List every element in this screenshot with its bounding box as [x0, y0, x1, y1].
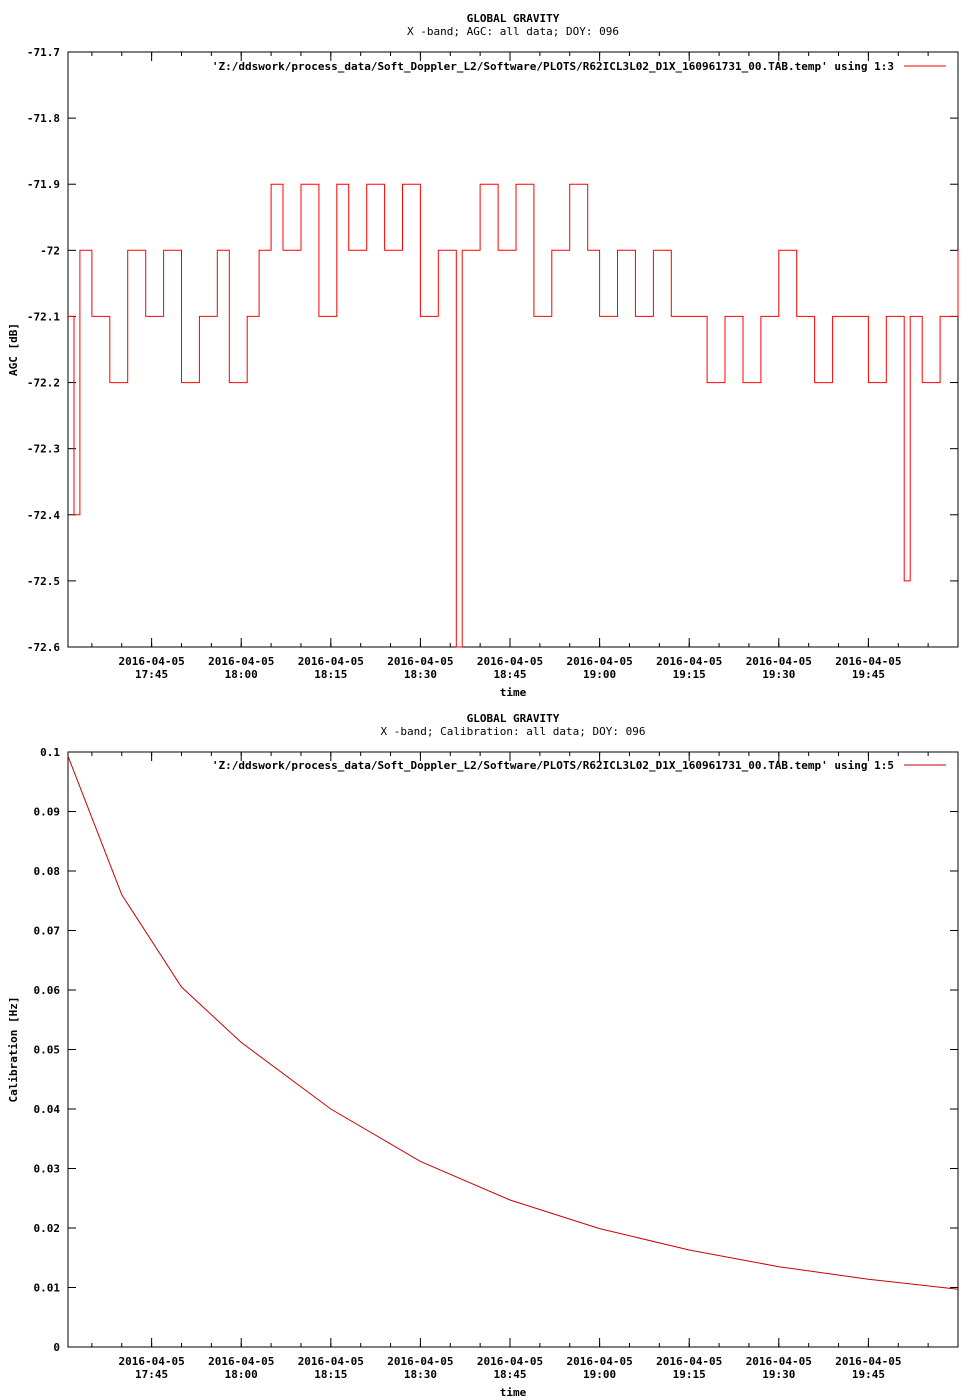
y-tick-label: 0.03: [34, 1163, 61, 1176]
plot-frame: [67, 751, 959, 1348]
y-tick-label: -72.5: [27, 575, 60, 588]
y-tick-label: -71.9: [27, 178, 60, 191]
x-tick-date: 2016-04-05: [387, 1355, 453, 1368]
x-tick-time: 17:45: [135, 668, 168, 681]
y-tick-label: -72: [40, 244, 60, 257]
x-tick-time: 19:30: [762, 668, 795, 681]
y-tick-label: 0.07: [34, 925, 61, 938]
x-tick-date: 2016-04-05: [746, 1355, 812, 1368]
y-tick-label: -71.8: [27, 112, 60, 125]
x-tick-date: 2016-04-05: [298, 1355, 364, 1368]
y-tick-label: 0.01: [34, 1282, 61, 1295]
x-tick-date: 2016-04-05: [208, 655, 274, 668]
y-tick-label: 0.1: [40, 746, 60, 759]
y-tick-label: -72.4: [27, 509, 60, 522]
legend-label: 'Z:/ddswork/process_data/Soft_Doppler_L2…: [212, 759, 894, 772]
y-tick-label: 0.08: [34, 865, 61, 878]
y-tick-label: -72.3: [27, 443, 60, 456]
chart-subtitle: X -band; AGC: all data; DOY: 096: [407, 25, 619, 38]
x-tick-date: 2016-04-05: [208, 1355, 274, 1368]
x-axis-label: time: [500, 1386, 527, 1399]
x-tick-date: 2016-04-05: [835, 655, 901, 668]
chart-title: GLOBAL GRAVITY: [467, 712, 560, 725]
x-axis-label: time: [500, 686, 527, 699]
chart-title: GLOBAL GRAVITY: [467, 12, 560, 25]
x-tick-date: 2016-04-05: [566, 1355, 632, 1368]
x-tick-time: 19:30: [762, 1368, 795, 1381]
y-tick-label: 0.04: [34, 1103, 61, 1116]
x-tick-time: 17:45: [135, 1368, 168, 1381]
y-tick-label: -72.6: [27, 641, 60, 654]
y-tick-label: -72.2: [27, 377, 60, 390]
x-tick-time: 19:45: [852, 1368, 885, 1381]
x-tick-time: 18:45: [493, 1368, 526, 1381]
y-tick-label: 0.02: [34, 1222, 61, 1235]
x-tick-time: 18:00: [225, 1368, 258, 1381]
y-tick-label: 0: [53, 1341, 60, 1354]
y-tick-label: 0.06: [34, 984, 61, 997]
y-tick-label: -72.1: [27, 310, 60, 323]
x-tick-date: 2016-04-05: [746, 655, 812, 668]
chart-subtitle: X -band; Calibration: all data; DOY: 096: [381, 725, 646, 738]
x-tick-date: 2016-04-05: [566, 655, 632, 668]
y-tick-label: 0.05: [34, 1044, 61, 1057]
x-tick-time: 18:00: [225, 668, 258, 681]
x-tick-time: 18:45: [493, 668, 526, 681]
x-tick-time: 19:45: [852, 668, 885, 681]
series-line: [67, 756, 959, 1290]
x-tick-date: 2016-04-05: [656, 655, 722, 668]
series-line: [68, 183, 959, 648]
x-tick-date: 2016-04-05: [119, 1355, 185, 1368]
plot-frame: [67, 51, 959, 648]
y-axis-label: AGC [dB]: [7, 323, 20, 376]
x-tick-time: 19:00: [583, 1368, 616, 1381]
x-tick-time: 18:30: [404, 1368, 437, 1381]
x-tick-time: 18:15: [314, 1368, 347, 1381]
y-tick-label: -71.7: [27, 46, 60, 59]
x-tick-date: 2016-04-05: [477, 655, 543, 668]
legend-label: 'Z:/ddswork/process_data/Soft_Doppler_L2…: [212, 60, 894, 73]
x-tick-date: 2016-04-05: [119, 655, 185, 668]
x-tick-date: 2016-04-05: [298, 655, 364, 668]
x-tick-time: 18:15: [314, 668, 347, 681]
x-tick-date: 2016-04-05: [477, 1355, 543, 1368]
x-tick-time: 19:15: [673, 1368, 706, 1381]
x-tick-time: 19:00: [583, 668, 616, 681]
x-tick-time: 19:15: [673, 668, 706, 681]
x-tick-date: 2016-04-05: [656, 1355, 722, 1368]
y-tick-label: 0.09: [34, 806, 61, 819]
x-tick-time: 18:30: [404, 668, 437, 681]
x-tick-date: 2016-04-05: [835, 1355, 901, 1368]
x-tick-date: 2016-04-05: [387, 655, 453, 668]
y-axis-label: Calibration [Hz]: [7, 997, 20, 1103]
